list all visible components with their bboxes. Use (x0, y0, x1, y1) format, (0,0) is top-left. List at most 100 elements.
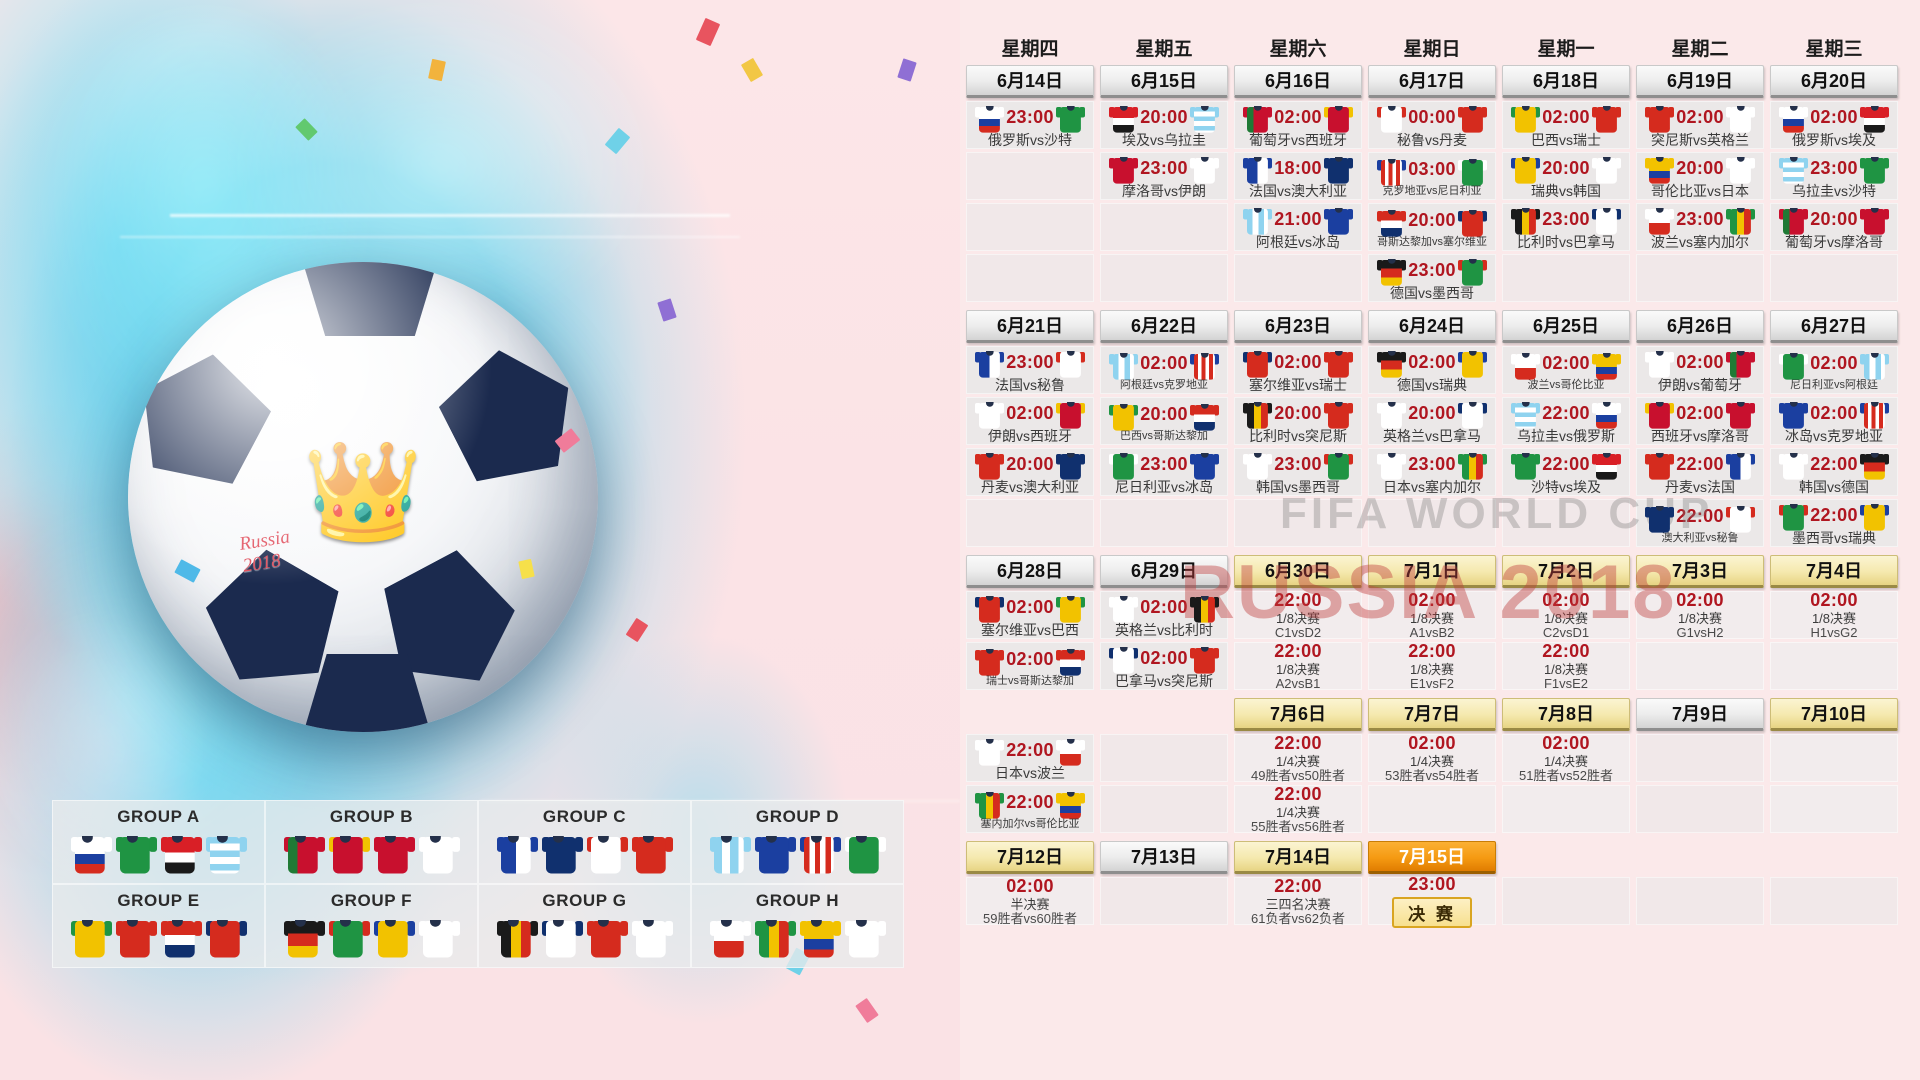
match-cell[interactable]: 22:00 1/4决赛 49胜者vs50胜者 (1234, 733, 1362, 783)
date-header[interactable]: 7月7日 (1368, 698, 1496, 731)
date-header[interactable]: 6月15日 (1100, 65, 1228, 98)
group-card-group-h[interactable]: GROUP H (691, 884, 904, 968)
match-cell[interactable]: 02:00 巴拿马vs突尼斯 (1100, 642, 1228, 690)
match-cell[interactable]: 20:00 英格兰vs巴拿马 (1368, 397, 1496, 445)
date-header[interactable]: 6月25日 (1502, 310, 1630, 343)
date-header[interactable]: 6月26日 (1636, 310, 1764, 343)
match-cell[interactable]: 23:00 俄罗斯vs沙特 (966, 101, 1094, 149)
date-header[interactable]: 7月1日 (1368, 555, 1496, 588)
group-card-group-g[interactable]: GROUP G (478, 884, 691, 968)
date-header[interactable]: 6月14日 (966, 65, 1094, 98)
match-cell[interactable]: 22:00 丹麦vs法国 (1636, 448, 1764, 496)
match-cell[interactable]: 02:00 1/4决赛 51胜者vs52胜者 (1502, 733, 1630, 783)
match-cell[interactable]: 02:00 1/8决赛 A1vsB2 (1368, 590, 1496, 640)
match-cell[interactable]: 20:00 葡萄牙vs摩洛哥 (1770, 203, 1898, 251)
date-header[interactable]: 7月14日 (1234, 841, 1362, 874)
match-cell[interactable]: 22:00 1/4决赛 55胜者vs56胜者 (1234, 784, 1362, 834)
match-cell[interactable]: 23:00 法国vs秘鲁 (966, 346, 1094, 394)
date-header[interactable]: 7月3日 (1636, 555, 1764, 588)
match-cell[interactable]: 22:00 韩国vs德国 (1770, 448, 1898, 496)
date-header[interactable]: 6月27日 (1770, 310, 1898, 343)
match-cell[interactable]: 22:00 1/8决赛 F1vsE2 (1502, 641, 1630, 691)
match-cell[interactable]: 21:00 阿根廷vs冰岛 (1234, 203, 1362, 251)
date-header[interactable]: 7月6日 (1234, 698, 1362, 731)
match-cell[interactable]: 23:00 决 赛 (1368, 874, 1496, 928)
group-card-group-a[interactable]: GROUP A (52, 800, 265, 884)
match-cell[interactable]: 22:00 澳大利亚vs秘鲁 (1636, 499, 1764, 547)
match-cell[interactable]: 02:00 西班牙vs摩洛哥 (1636, 397, 1764, 445)
date-header[interactable]: 6月19日 (1636, 65, 1764, 98)
match-cell[interactable]: 22:00 沙特vs埃及 (1502, 448, 1630, 496)
date-header[interactable]: 6月30日 (1234, 555, 1362, 588)
match-cell[interactable]: 02:00 瑞士vs哥斯达黎加 (966, 642, 1094, 690)
group-card-group-b[interactable]: GROUP B (265, 800, 478, 884)
match-cell[interactable]: 20:00 哥斯达黎加vs塞尔维亚 (1368, 203, 1496, 251)
date-header[interactable]: 6月28日 (966, 555, 1094, 588)
date-header[interactable]: 6月20日 (1770, 65, 1898, 98)
match-cell[interactable]: 22:00 墨西哥vs瑞典 (1770, 499, 1898, 547)
date-header[interactable]: 6月22日 (1100, 310, 1228, 343)
match-cell[interactable]: 02:00 德国vs瑞典 (1368, 346, 1496, 394)
match-cell[interactable]: 02:00 突尼斯vs英格兰 (1636, 101, 1764, 149)
date-header[interactable]: 7月12日 (966, 841, 1094, 874)
date-header[interactable]: 7月9日 (1636, 698, 1764, 731)
match-cell[interactable]: 02:00 半决赛 59胜者vs60胜者 (966, 876, 1094, 926)
date-header[interactable]: 6月23日 (1234, 310, 1362, 343)
match-cell[interactable]: 20:00 瑞典vs韩国 (1502, 152, 1630, 200)
date-header[interactable]: 6月17日 (1368, 65, 1496, 98)
date-header[interactable]: 7月2日 (1502, 555, 1630, 588)
match-cell[interactable]: 23:00 德国vs墨西哥 (1368, 254, 1496, 302)
match-cell[interactable]: 23:00 摩洛哥vs伊朗 (1100, 152, 1228, 200)
date-header[interactable]: 7月13日 (1100, 841, 1228, 874)
match-cell[interactable]: 18:00 法国vs澳大利亚 (1234, 152, 1362, 200)
match-cell[interactable]: 23:00 尼日利亚vs冰岛 (1100, 448, 1228, 496)
match-cell[interactable]: 22:00 乌拉圭vs俄罗斯 (1502, 397, 1630, 445)
group-card-group-e[interactable]: GROUP E (52, 884, 265, 968)
group-card-group-d[interactable]: GROUP D (691, 800, 904, 884)
match-cell[interactable]: 22:00 塞内加尔vs哥伦比亚 (966, 785, 1094, 833)
match-cell[interactable]: 22:00 1/8决赛 E1vsF2 (1368, 641, 1496, 691)
match-cell[interactable]: 02:00 1/8决赛 H1vsG2 (1770, 590, 1898, 640)
match-cell[interactable]: 20:00 比利时vs突尼斯 (1234, 397, 1362, 445)
match-cell[interactable]: 02:00 塞尔维亚vs巴西 (966, 591, 1094, 639)
match-cell[interactable]: 23:00 日本vs塞内加尔 (1368, 448, 1496, 496)
match-cell[interactable]: 22:00 1/8决赛 C1vsD2 (1234, 590, 1362, 640)
match-cell[interactable]: 20:00 哥伦比亚vs日本 (1636, 152, 1764, 200)
match-cell[interactable]: 02:00 1/8决赛 C2vsD1 (1502, 590, 1630, 640)
match-cell[interactable]: 03:00 克罗地亚vs尼日利亚 (1368, 152, 1496, 200)
match-cell[interactable]: 22:00 日本vs波兰 (966, 734, 1094, 782)
date-header[interactable]: 7月4日 (1770, 555, 1898, 588)
date-header[interactable]: 7月8日 (1502, 698, 1630, 731)
date-header[interactable]: 6月16日 (1234, 65, 1362, 98)
date-header[interactable]: 7月10日 (1770, 698, 1898, 731)
match-cell[interactable]: 20:00 丹麦vs澳大利亚 (966, 448, 1094, 496)
group-card-group-f[interactable]: GROUP F (265, 884, 478, 968)
match-cell[interactable]: 02:00 伊朗vs葡萄牙 (1636, 346, 1764, 394)
match-cell[interactable]: 20:00 埃及vs乌拉圭 (1100, 101, 1228, 149)
match-cell[interactable]: 02:00 1/8决赛 G1vsH2 (1636, 590, 1764, 640)
group-card-group-c[interactable]: GROUP C (478, 800, 691, 884)
match-cell[interactable]: 00:00 秘鲁vs丹麦 (1368, 101, 1496, 149)
match-cell[interactable]: 23:00 乌拉圭vs沙特 (1770, 152, 1898, 200)
date-header[interactable]: 6月29日 (1100, 555, 1228, 588)
match-cell[interactable]: 02:00 1/4决赛 53胜者vs54胜者 (1368, 733, 1496, 783)
match-cell[interactable]: 02:00 伊朗vs西班牙 (966, 397, 1094, 445)
match-cell[interactable]: 02:00 波兰vs哥伦比亚 (1502, 346, 1630, 394)
match-cell[interactable]: 02:00 冰岛vs克罗地亚 (1770, 397, 1898, 445)
date-header[interactable]: 6月24日 (1368, 310, 1496, 343)
date-header[interactable]: 6月21日 (966, 310, 1094, 343)
match-cell[interactable]: 02:00 尼日利亚vs阿根廷 (1770, 346, 1898, 394)
match-cell[interactable]: 23:00 波兰vs塞内加尔 (1636, 203, 1764, 251)
match-cell[interactable]: 02:00 英格兰vs比利时 (1100, 591, 1228, 639)
match-cell[interactable]: 02:00 俄罗斯vs埃及 (1770, 101, 1898, 149)
match-cell[interactable]: 22:00 三四名决赛 61负者vs62负者 (1234, 876, 1362, 926)
match-cell[interactable]: 02:00 阿根廷vs克罗地亚 (1100, 346, 1228, 394)
match-cell[interactable]: 02:00 巴西vs瑞士 (1502, 101, 1630, 149)
match-cell[interactable]: 22:00 1/8决赛 A2vsB1 (1234, 641, 1362, 691)
date-header[interactable]: 6月18日 (1502, 65, 1630, 98)
match-cell[interactable]: 02:00 塞尔维亚vs瑞士 (1234, 346, 1362, 394)
match-cell[interactable]: 20:00 巴西vs哥斯达黎加 (1100, 397, 1228, 445)
match-cell[interactable]: 02:00 葡萄牙vs西班牙 (1234, 101, 1362, 149)
match-cell[interactable]: 23:00 韩国vs墨西哥 (1234, 448, 1362, 496)
match-cell[interactable]: 23:00 比利时vs巴拿马 (1502, 203, 1630, 251)
